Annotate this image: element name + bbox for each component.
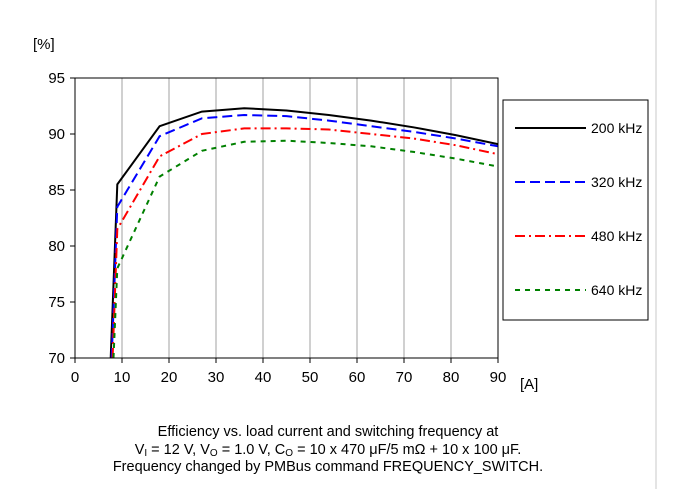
tick-label-y: 80 bbox=[48, 238, 65, 255]
tick-label-x: 50 bbox=[302, 369, 319, 386]
chart: 0 10 20 30 40 50 60 70 80 90 70 75 80 85 90 95 [%] [A] 200… bbox=[33, 36, 649, 393]
caption-line-3: Frequency changed by PMBus command FREQU… bbox=[112, 459, 544, 475]
tick-label-y: 85 bbox=[48, 182, 65, 199]
tick-label-x: 0 bbox=[71, 369, 79, 386]
tick-label-x: 10 bbox=[114, 369, 131, 386]
caption-line-1: Efficiency vs. load current and switchin… bbox=[157, 424, 499, 440]
legend-label: 640 kHz bbox=[591, 282, 642, 298]
tick-label-y: 95 bbox=[48, 70, 65, 87]
tick-label-x: 60 bbox=[349, 369, 366, 386]
series-line bbox=[111, 127, 498, 358]
tick-label-y: 70 bbox=[48, 350, 65, 367]
tick-label-x: 70 bbox=[396, 369, 413, 386]
caption-line-2: VI = 12 V, VO = 1.0 V, CO = 10 x 470 μF/… bbox=[134, 441, 522, 459]
legend-label: 480 kHz bbox=[591, 228, 642, 244]
tick-label-y: 90 bbox=[48, 126, 65, 143]
legend-label: 320 kHz bbox=[591, 174, 642, 190]
series-line bbox=[110, 113, 498, 358]
legend-label: 200 kHz bbox=[591, 120, 642, 136]
tick-label-x: 20 bbox=[161, 369, 178, 386]
tick-label-y: 75 bbox=[48, 294, 65, 311]
legend-box bbox=[502, 99, 649, 321]
figure-caption: Efficiency vs. load current and switchin… bbox=[0, 424, 656, 477]
tick-label-x: 80 bbox=[443, 369, 460, 386]
x-axis-unit: [A] bbox=[520, 376, 538, 393]
series-line bbox=[109, 107, 498, 358]
tick-label-x: 30 bbox=[208, 369, 225, 386]
y-axis-unit: [%] bbox=[33, 36, 55, 53]
tick-label-x: 90 bbox=[490, 369, 507, 386]
plot-area bbox=[75, 78, 498, 358]
tick-label-x: 40 bbox=[255, 369, 272, 386]
plot-border bbox=[74, 77, 499, 359]
